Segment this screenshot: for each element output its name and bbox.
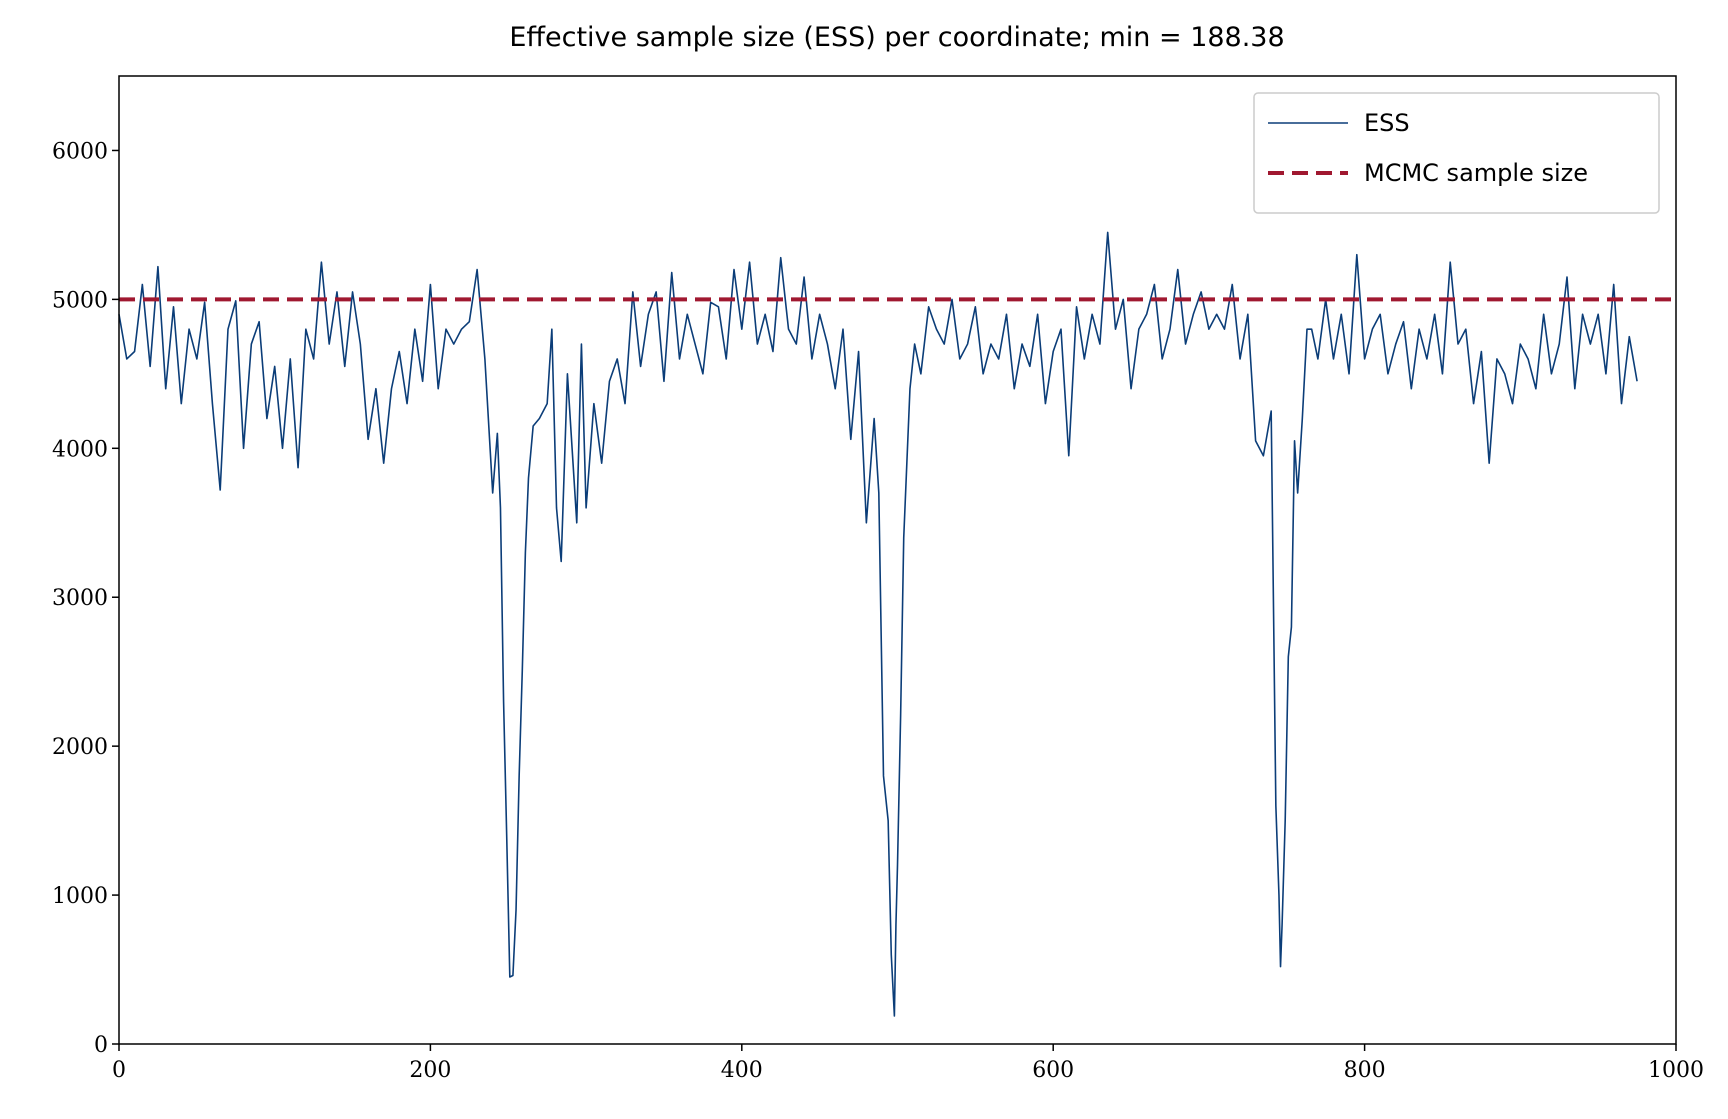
y-tick-label: 3000 bbox=[52, 586, 108, 611]
y-tick-label: 1000 bbox=[52, 884, 108, 909]
legend-box bbox=[1253, 92, 1660, 214]
x-tick-label: 800 bbox=[1344, 1058, 1386, 1083]
y-tick-label: 4000 bbox=[52, 437, 108, 462]
line-series bbox=[118, 231, 1638, 1017]
y-tick-label: 2000 bbox=[52, 735, 108, 760]
y-tick-label: 5000 bbox=[52, 288, 108, 313]
y-tick-label: 6000 bbox=[52, 139, 108, 164]
x-tick-label: 0 bbox=[112, 1058, 126, 1083]
x-tick-label: 600 bbox=[1032, 1058, 1074, 1083]
x-tick-label: 400 bbox=[721, 1058, 763, 1083]
y-tick-label: 0 bbox=[94, 1033, 108, 1058]
plot-frame bbox=[118, 75, 1677, 1045]
chart-title: Effective sample size (ESS) per coordina… bbox=[509, 22, 1284, 53]
x-tick-label: 200 bbox=[409, 1058, 451, 1083]
legend-label: ESS bbox=[1364, 109, 1410, 137]
legend-label: MCMC sample size bbox=[1364, 159, 1588, 187]
x-tick-label: 1000 bbox=[1648, 1058, 1704, 1083]
